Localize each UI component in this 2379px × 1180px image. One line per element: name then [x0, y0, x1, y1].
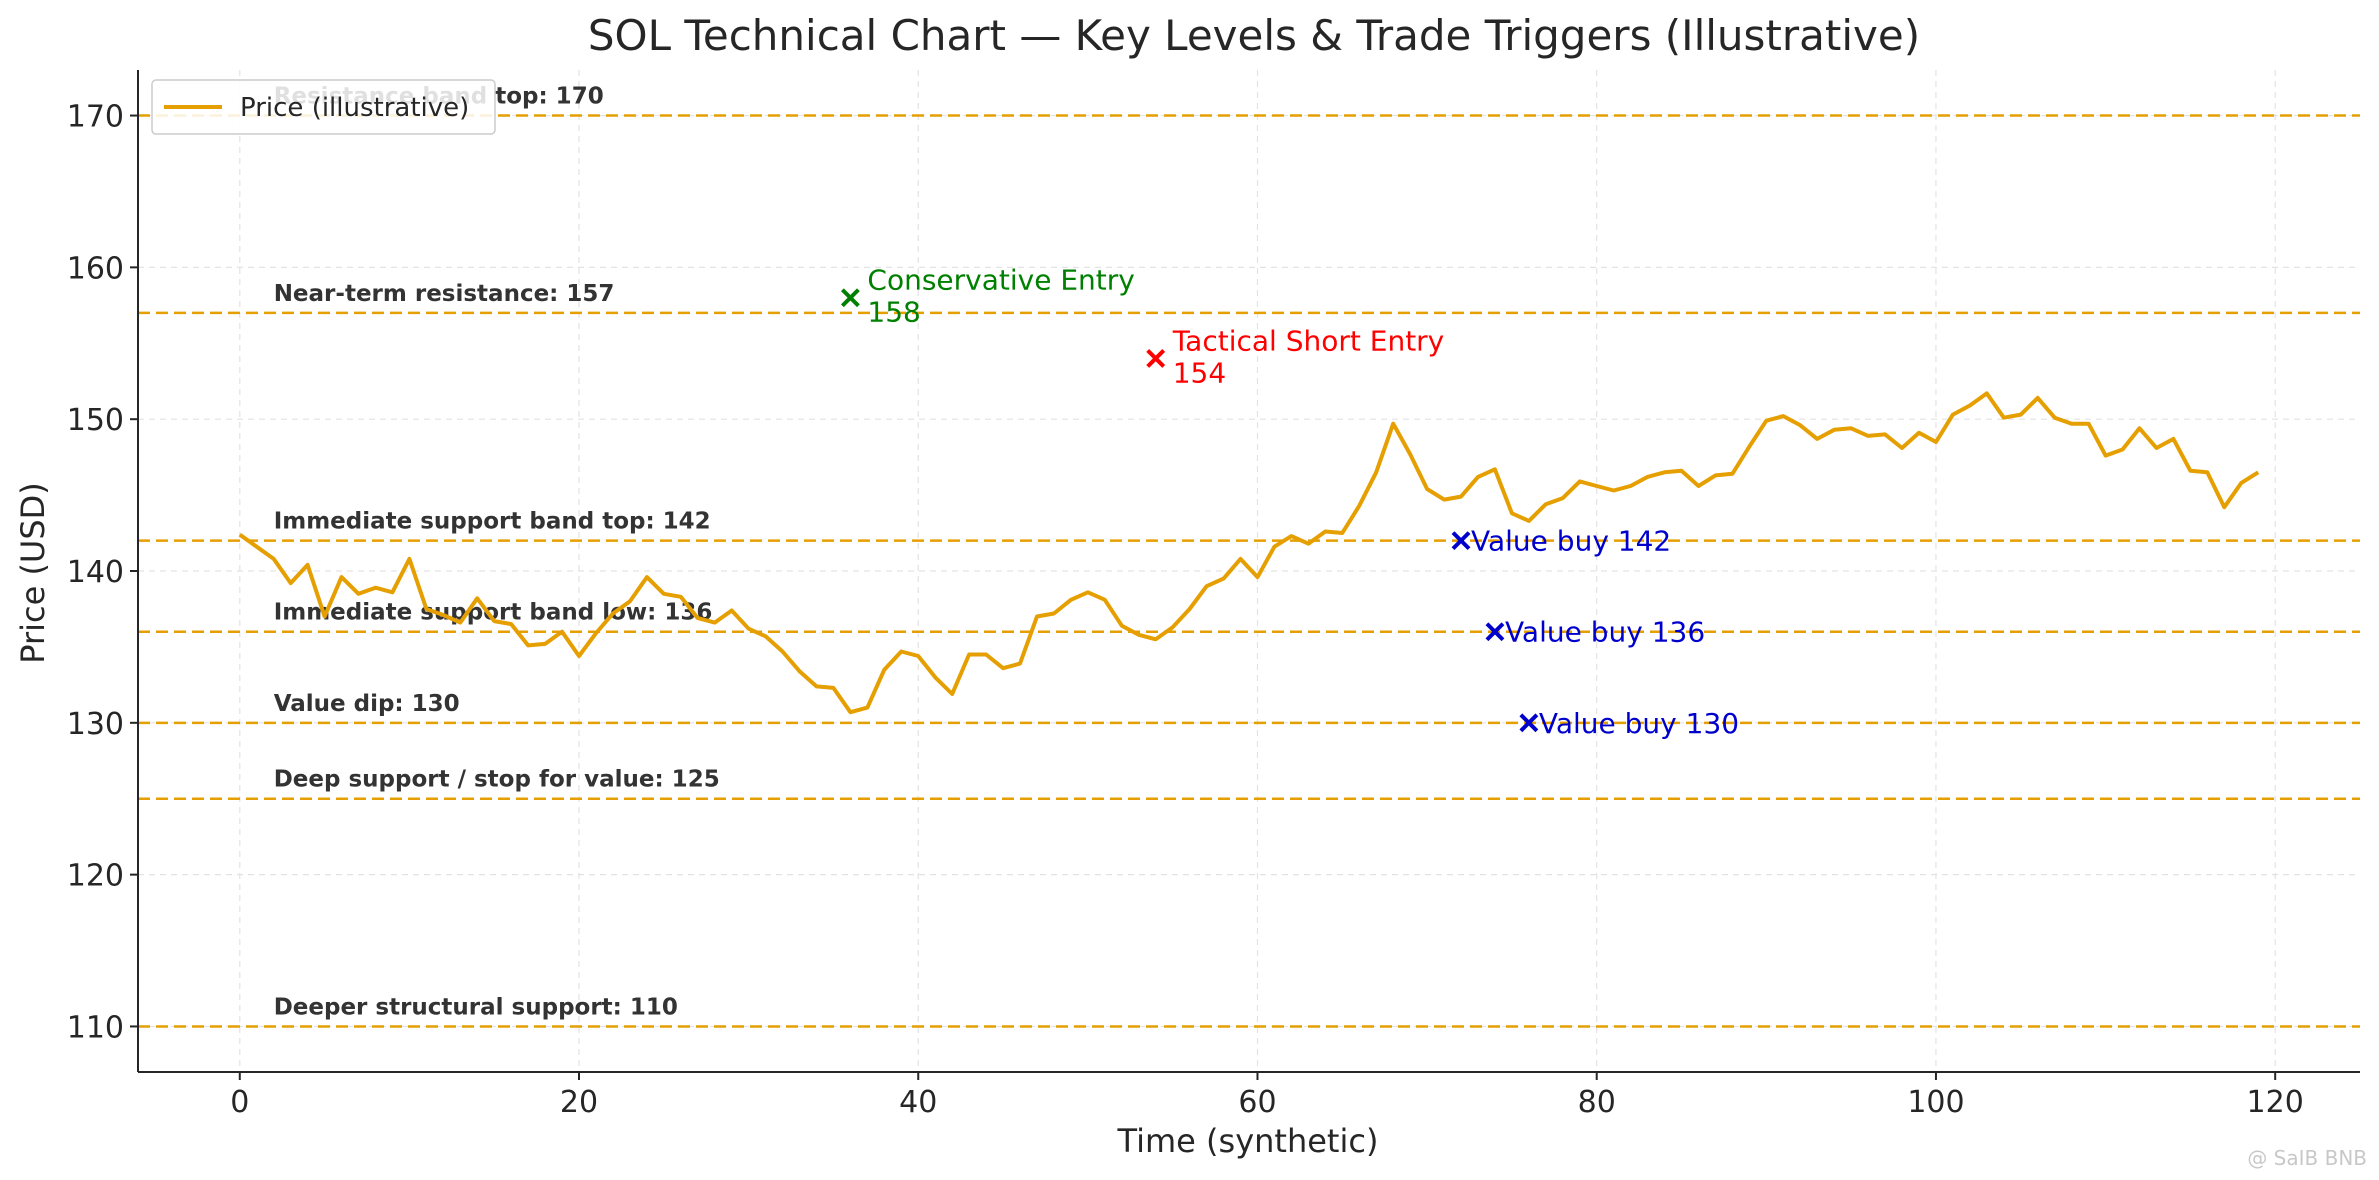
- chart-title: SOL Technical Chart — Key Levels & Trade…: [588, 11, 1920, 60]
- axes: 0 20 40 60 80 100 120 110 120 130 140 150 160 170: [67, 70, 2360, 1120]
- x-tick-label: 100: [1907, 1085, 1964, 1120]
- marker-label: 158: [867, 296, 920, 329]
- x-tick-label: 20: [560, 1085, 598, 1120]
- y-tick-label: 160: [67, 251, 124, 286]
- legend: Price (illustrative): [151, 79, 496, 135]
- x-axis-label: Time (synthetic): [1117, 1122, 1379, 1160]
- y-tick-label: 170: [67, 100, 124, 135]
- trade-marker: Value buy 142: [1451, 525, 1671, 558]
- marker-x-stroke: [1485, 622, 1505, 642]
- marker-x-stroke: [1146, 349, 1166, 368]
- legend-label: Price (illustrative): [240, 93, 469, 123]
- x-tick-label: 0: [230, 1085, 249, 1120]
- legend-box: [151, 79, 496, 135]
- level-label: Deeper structural support: 110: [274, 994, 678, 1020]
- price-line: [238, 391, 2260, 715]
- marker-x-stroke: [840, 288, 860, 308]
- marker-x-stroke: [1519, 713, 1539, 733]
- level-label: Value dip: 130: [274, 691, 460, 717]
- y-tick-label: 120: [67, 859, 124, 894]
- marker-label: Value buy 136: [1505, 616, 1705, 649]
- x-tick-label: 120: [2247, 1085, 2304, 1120]
- level-label: Near-term resistance: 157: [274, 281, 615, 307]
- y-tick-label: 150: [67, 403, 124, 438]
- marker-x-stroke: [1451, 531, 1471, 551]
- x-tick-label: 80: [1578, 1085, 1616, 1120]
- y-axis-label: Price (USD): [14, 482, 52, 664]
- watermark: @ SaIB BNB: [2247, 1146, 2367, 1170]
- y-tick-label: 140: [67, 555, 124, 590]
- grid: [138, 70, 2360, 1072]
- price-series: [238, 391, 2260, 715]
- x-tick-label: 60: [1238, 1085, 1276, 1120]
- marker-label: 154: [1173, 356, 1226, 389]
- marker-label: Value buy 130: [1539, 707, 1739, 740]
- level-label: Deep support / stop for value: 125: [274, 767, 720, 793]
- marker-label: Conservative Entry: [867, 264, 1134, 297]
- trade-marker: Value buy 130: [1519, 707, 1739, 740]
- marker-label: Value buy 142: [1471, 525, 1671, 558]
- y-tick-label: 130: [67, 707, 124, 742]
- marker-label: Tactical Short Entry: [1172, 324, 1445, 357]
- x-tick-label: 40: [899, 1085, 937, 1120]
- trade-marker: Value buy 136: [1485, 616, 1705, 649]
- level-label: Immediate support band top: 142: [274, 509, 711, 535]
- y-tick-label: 110: [67, 1010, 124, 1045]
